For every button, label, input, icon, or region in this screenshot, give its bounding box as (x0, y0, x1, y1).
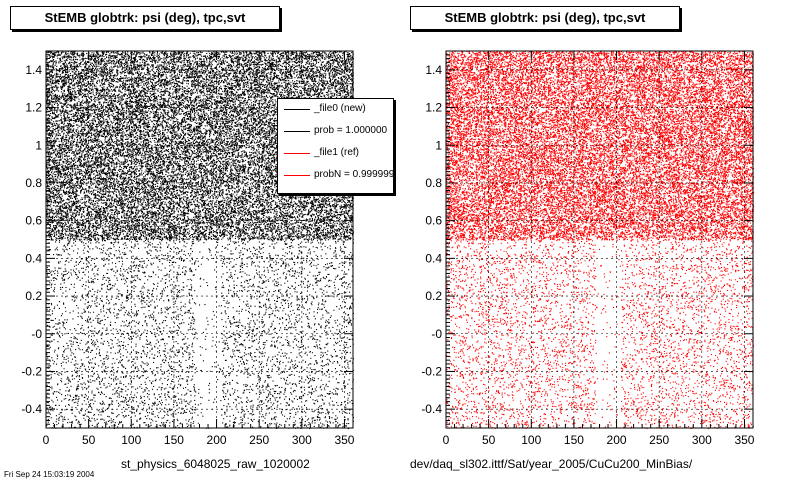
date-stamp: Fri Sep 24 15:03:19 2004 (4, 470, 95, 479)
x-tick-label: 0 (43, 433, 50, 447)
y-tick-label: -0 (431, 327, 442, 341)
y-tick-label: 0.2 (425, 289, 442, 303)
y-tick-label: -0.2 (21, 364, 42, 378)
legend-swatch-probn (284, 175, 310, 176)
y-tick-label: -0.4 (21, 402, 42, 416)
x-tick-label: 0 (443, 433, 450, 447)
y-tick-label: -0 (31, 327, 42, 341)
legend-swatch-file1 (284, 153, 310, 154)
y-tick-label: 0.2 (25, 289, 42, 303)
x-tick-label: 150 (564, 433, 584, 447)
y-tick-label: 1.2 (25, 101, 42, 115)
x-tick-label: 350 (334, 433, 354, 447)
left-footer-label: st_physics_6048025_raw_1020002 (121, 457, 310, 471)
plot-right: 0 50 100 150 200 250 300 350 -0.4 -0.2 -0 0.2 0.4 0.6… (421, 50, 755, 447)
x-tick-label: 50 (82, 433, 96, 447)
y-tick-label: -0.2 (421, 364, 442, 378)
legend-entry-file1: _file1 (ref) (284, 143, 393, 165)
y-tick-label: 1 (435, 138, 442, 152)
legend-entry-file0: _file0 (new) (284, 99, 393, 121)
x-tick-label: 300 (292, 433, 312, 447)
x-tick-label: 250 (649, 433, 669, 447)
y-tick-label: 1.4 (425, 63, 442, 77)
legend-entry-prob: prob = 1.000000 (284, 121, 393, 143)
x-tick-label: 50 (482, 433, 496, 447)
y-tick-label: 0.4 (425, 251, 442, 265)
legend-swatch-file0 (284, 109, 310, 110)
y-tick-label: -0.4 (421, 402, 442, 416)
x-tick-label: 300 (692, 433, 712, 447)
y-tick-label: 0.8 (425, 176, 442, 190)
x-tick-label: 350 (734, 433, 754, 447)
right-plot-title: StEMB globtrk: psi (deg), tpc,svt (410, 6, 680, 30)
legend-label-file0: _file0 (new) (314, 103, 366, 114)
x-tick-label: 250 (249, 433, 269, 447)
legend-label-file1: _file1 (ref) (314, 147, 360, 158)
legend: _file0 (new) prob = 1.000000 _file1 (ref… (277, 98, 394, 194)
legend-swatch-prob (284, 131, 310, 132)
legend-label-prob: prob = 1.000000 (314, 125, 388, 136)
x-tick-label: 100 (121, 433, 141, 447)
y-tick-label: 0.6 (25, 214, 42, 228)
legend-label-probn: probN = 0.999999 (314, 169, 394, 180)
y-tick-label: 0.8 (25, 176, 42, 190)
y-tick-label: 1 (35, 138, 42, 152)
x-tick-label: 100 (521, 433, 541, 447)
right-footer-label: dev/daq_sl302.ittf/Sat/year_2005/CuCu200… (410, 457, 693, 471)
legend-entry-probn: probN = 0.999999 (284, 165, 394, 187)
x-tick-label: 200 (207, 433, 227, 447)
x-tick-label: 200 (607, 433, 627, 447)
y-tick-label: 1.4 (25, 63, 42, 77)
x-tick-label: 150 (164, 433, 184, 447)
y-tick-label: 0.4 (25, 251, 42, 265)
y-tick-label: 1.2 (425, 101, 442, 115)
left-plot-title: StEMB globtrk: psi (deg), tpc,svt (10, 6, 280, 30)
y-tick-label: 0.6 (425, 214, 442, 228)
